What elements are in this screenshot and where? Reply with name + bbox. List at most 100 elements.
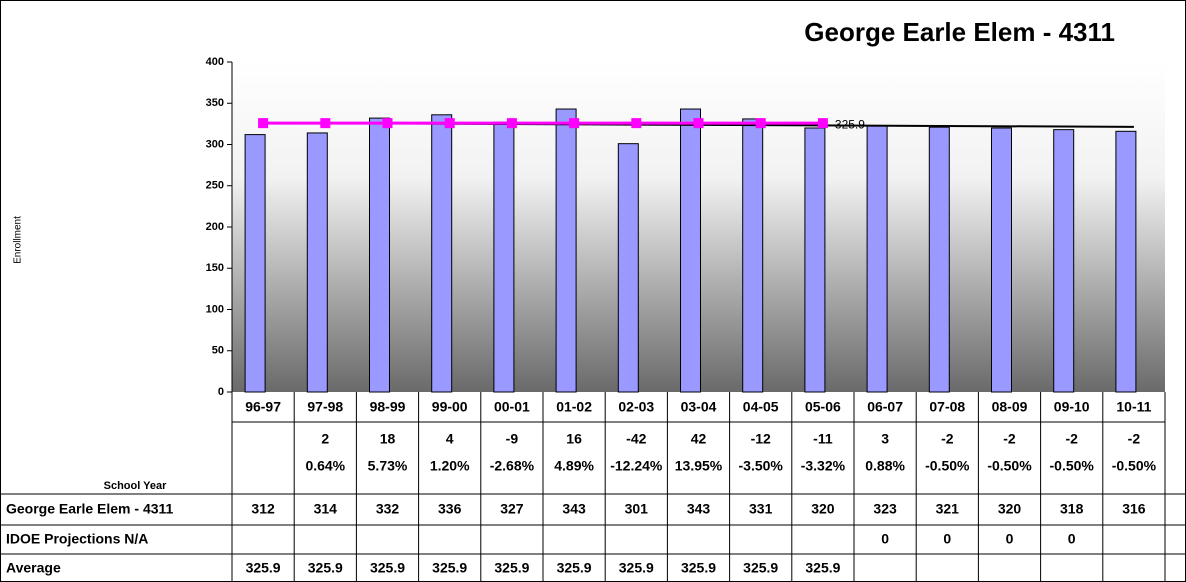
table-cell: 327 bbox=[500, 501, 524, 517]
bar bbox=[866, 125, 888, 393]
table-cell: 0 bbox=[881, 531, 889, 547]
y-tick-label: 100 bbox=[206, 303, 224, 315]
y-tick-label: 300 bbox=[206, 138, 224, 150]
average-marker bbox=[320, 118, 331, 129]
table-cell: 0 bbox=[1068, 531, 1076, 547]
y-tick-label: 250 bbox=[206, 180, 224, 192]
y-tick-label: 200 bbox=[206, 221, 224, 233]
bar bbox=[680, 108, 701, 393]
average-marker bbox=[382, 118, 393, 129]
table-cell: 325.9 bbox=[432, 560, 467, 576]
average-marker bbox=[817, 118, 828, 129]
table-cell: -2 bbox=[1128, 431, 1141, 447]
table-cell: 325.9 bbox=[494, 560, 529, 576]
table-cell: -42 bbox=[626, 431, 646, 447]
table-cell: 4 bbox=[446, 431, 454, 447]
table-cell: 06-07 bbox=[867, 399, 903, 415]
table-cell: -9 bbox=[506, 431, 519, 447]
bar bbox=[1053, 129, 1075, 393]
table-cell: -2.68% bbox=[490, 458, 535, 474]
bar bbox=[493, 121, 515, 393]
table-cell: 3 bbox=[881, 431, 889, 447]
table-cell: 0 bbox=[1006, 531, 1014, 547]
average-marker bbox=[258, 118, 269, 129]
table-cell: 10-11 bbox=[1116, 399, 1151, 415]
table-cell: 0 bbox=[943, 531, 951, 547]
table-cell: 16 bbox=[566, 431, 582, 447]
x-axis-label: School Year bbox=[104, 480, 167, 492]
table-cell: 1.20% bbox=[430, 458, 470, 474]
y-tick-label: 350 bbox=[206, 97, 224, 109]
bar bbox=[804, 127, 826, 393]
table-cell: 325.9 bbox=[743, 560, 778, 576]
bar bbox=[555, 108, 577, 393]
table-cell: 07-08 bbox=[929, 399, 965, 415]
bar bbox=[1115, 130, 1137, 393]
table-cell: 04-05 bbox=[743, 399, 779, 415]
table-cell: -0.50% bbox=[1112, 458, 1157, 474]
table-cell: 331 bbox=[749, 501, 773, 517]
average-label: 325.9 bbox=[835, 117, 865, 131]
table-cell: 97-98 bbox=[307, 399, 343, 415]
table-cell: George Earle Elem - 4311 bbox=[6, 501, 174, 517]
average-marker bbox=[693, 118, 704, 129]
average-marker bbox=[569, 118, 580, 129]
table-cell: 02-03 bbox=[618, 399, 654, 415]
bar bbox=[369, 117, 390, 393]
table-cell: -3.32% bbox=[801, 458, 846, 474]
table-cell: 321 bbox=[936, 501, 960, 517]
table-cell: 325.9 bbox=[619, 560, 654, 576]
bar bbox=[617, 143, 639, 393]
bar bbox=[244, 134, 266, 393]
table-cell: -0.50% bbox=[987, 458, 1032, 474]
average-marker bbox=[506, 118, 517, 129]
table-cell: -2 bbox=[941, 431, 954, 447]
table-cell: -2 bbox=[1003, 431, 1016, 447]
y-tick-label: 400 bbox=[206, 56, 224, 68]
table-cell: 314 bbox=[314, 501, 338, 517]
table-cell: 343 bbox=[687, 501, 711, 517]
average-marker bbox=[631, 118, 642, 129]
table-cell: -0.50% bbox=[925, 458, 970, 474]
table-cell: 00-01 bbox=[494, 399, 530, 415]
table-cell: 09-10 bbox=[1054, 399, 1090, 415]
y-tick-label: 0 bbox=[218, 386, 224, 398]
table-cell: 18 bbox=[380, 431, 396, 447]
table-cell: 325.9 bbox=[805, 560, 840, 576]
y-tick-label: 150 bbox=[206, 262, 224, 274]
table-cell: 316 bbox=[1122, 501, 1146, 517]
table-cell: 343 bbox=[562, 501, 586, 517]
table-cell: 325.9 bbox=[681, 560, 716, 576]
table-cell: 42 bbox=[691, 431, 707, 447]
bar bbox=[742, 118, 764, 393]
table-cell: -11 bbox=[813, 431, 833, 447]
table-cell: 03-04 bbox=[681, 399, 717, 415]
bar bbox=[991, 127, 1012, 393]
table-cell: 323 bbox=[873, 501, 897, 517]
table-cell: 325.9 bbox=[246, 560, 281, 576]
table-cell: 08-09 bbox=[992, 399, 1028, 415]
bar bbox=[431, 114, 453, 393]
table-cell: 0.88% bbox=[865, 458, 905, 474]
chart-title: George Earle Elem - 4311 bbox=[804, 17, 1115, 47]
table-cell: 320 bbox=[998, 501, 1022, 517]
table-cell: Average bbox=[6, 560, 61, 576]
table-cell: 325.9 bbox=[370, 560, 405, 576]
table-cell: 320 bbox=[811, 501, 835, 517]
bar bbox=[306, 132, 328, 393]
table-cell: 332 bbox=[376, 501, 400, 517]
table-cell: 301 bbox=[625, 501, 649, 517]
average-marker bbox=[755, 118, 766, 129]
table-cell: 4.89% bbox=[554, 458, 594, 474]
table-cell: -0.50% bbox=[1050, 458, 1095, 474]
table-cell: 2 bbox=[321, 431, 329, 447]
y-axis-label: Enrollment bbox=[13, 216, 24, 264]
y-tick-label: 50 bbox=[212, 345, 224, 357]
table-cell: 99-00 bbox=[432, 399, 468, 415]
table-cell: 05-06 bbox=[805, 399, 841, 415]
table-cell: 325.9 bbox=[308, 560, 343, 576]
table-cell: 325.9 bbox=[557, 560, 592, 576]
bar bbox=[928, 126, 950, 393]
table-cell: 312 bbox=[251, 501, 275, 517]
